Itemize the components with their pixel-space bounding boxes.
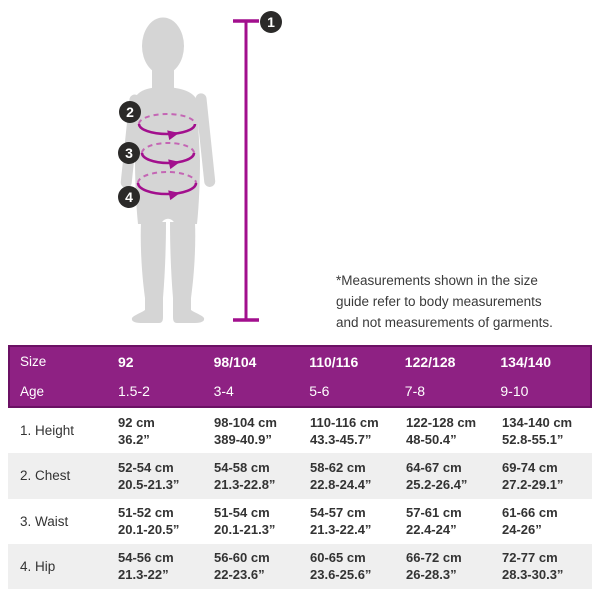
age-col-1: 1.5-2 [118,383,150,400]
header-label-size: Size [20,354,47,370]
size-col-5: 134/140 [500,353,551,370]
marker-2-badge: 2 [119,101,141,123]
row-label-waist: 3. Waist [20,513,69,529]
measurement-note-line: and not measurements of garments. [336,315,553,330]
marker-1-badge: 1 [260,11,282,33]
marker-1-number: 1 [267,14,275,30]
height-cell-110-116: 110-116 cm 43.3-45.7” [310,414,379,447]
measurement-note-line: *Measurements shown in the size [336,273,538,288]
marker-3-badge: 3 [118,142,140,164]
height-measure-line [233,19,259,322]
waist-cell-110-116: 54-57 cm 21.3-22.4” [310,505,372,538]
marker-4-badge: 4 [118,186,140,208]
chest-cell-134-140: 69-74 cm 27.2-29.1” [502,459,564,492]
chest-cell-92: 52-54 cm 20.5-21.3” [118,459,180,492]
measurement-note: *Measurements shown in the size guide re… [336,270,566,333]
marker-2-number: 2 [126,104,134,120]
measurement-note-line: guide refer to body measurements [336,294,542,309]
age-col-2: 3-4 [213,383,234,400]
hip-cell-98-104: 56-60 cm 22-23.6” [214,550,270,583]
hip-cell-134-140: 72-77 cm 28.3-30.3” [502,550,564,583]
height-cell-134-140: 134-140 cm 52.8-55.1” [502,414,573,447]
chest-measure-ellipse [137,113,197,141]
age-col-4: 7-8 [404,383,426,400]
row-label-height: 1. Height [20,423,75,439]
row-label-hip: 4. Hip [20,558,56,574]
table-row-waist: 3. Waist 51-52 cm 20.1-20.5” 51-54 cm 20… [8,499,592,544]
header-label-age: Age [20,383,45,399]
table-header: Size 92 98/104 110/116 122/128 134/140 A… [8,345,592,408]
waist-cell-92: 51-52 cm 20.1-20.5” [118,505,180,538]
waist-cell-134-140: 61-66 cm 24-26” [502,505,558,538]
header-row-age: Age 1.5-2 3-4 5-6 7-8 9-10 [10,377,590,407]
marker-4-number: 4 [125,189,133,205]
row-label-chest: 2. Chest [20,468,71,484]
hip-cell-92: 54-56 cm 21.3-22” [118,550,174,583]
chest-cell-110-116: 58-62 cm 22.8-24.4” [310,459,372,492]
table-row-chest: 2. Chest 52-54 cm 20.5-21.3” 54-58 cm 21… [8,453,592,499]
waist-measure-ellipse [140,142,196,170]
size-table: Size 92 98/104 110/116 122/128 134/140 A… [8,345,592,589]
hip-cell-110-116: 60-65 cm 23.6-25.6” [310,550,372,583]
height-cell-98-104: 98-104 cm 389-40.9” [214,414,277,447]
size-col-1: 92 [118,353,134,370]
waist-cell-98-104: 51-54 cm 20.1-21.3” [214,505,276,538]
waist-cell-122-128: 57-61 cm 22.4-24” [406,505,462,538]
chest-cell-122-128: 64-67 cm 25.2-26.4” [406,459,468,492]
table-row-height: 1. Height 92 cm 36.2” 98-104 cm 389-40.9… [8,408,592,453]
hip-measure-ellipse [136,171,198,201]
height-cell-92: 92 cm 36.2” [118,414,155,447]
marker-3-number: 3 [125,145,133,161]
chest-cell-98-104: 54-58 cm 21.3-22.8” [214,459,276,492]
age-col-3: 5-6 [309,383,330,400]
child-silhouette [120,17,216,323]
hip-cell-122-128: 66-72 cm 26-28.3” [406,550,462,583]
table-row-hip: 4. Hip 54-56 cm 21.3-22” 56-60 cm 22-23.… [8,543,592,589]
age-col-5: 9-10 [500,383,529,400]
height-cell-122-128: 122-128 cm 48-50.4” [406,414,477,447]
size-col-3: 110/116 [309,353,359,370]
size-col-2: 98/104 [213,353,257,370]
header-row-size: Size 92 98/104 110/116 122/128 134/140 [10,347,590,377]
size-col-4: 122/128 [404,353,456,370]
